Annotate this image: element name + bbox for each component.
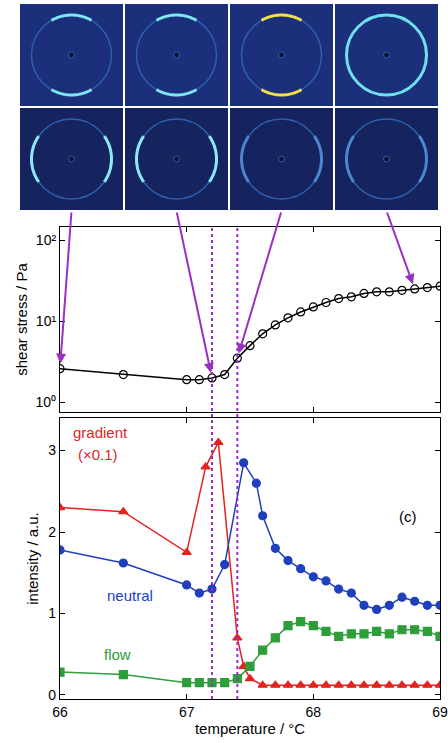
- svg-text:neutral: neutral: [107, 587, 153, 604]
- svg-text:2: 2: [48, 524, 56, 540]
- svg-text:68: 68: [306, 704, 322, 720]
- svg-text:temperature / °C: temperature / °C: [195, 720, 305, 737]
- svg-text:67: 67: [179, 704, 195, 720]
- svg-text:flow: flow: [104, 646, 131, 663]
- svg-text:10¹: 10¹: [36, 313, 57, 329]
- svg-text:1: 1: [48, 605, 56, 621]
- svg-text:(c): (c): [399, 508, 417, 525]
- svg-text:3: 3: [48, 442, 56, 458]
- svg-text:0: 0: [48, 687, 56, 703]
- svg-text:(×0.1): (×0.1): [78, 446, 118, 463]
- svg-text:10²: 10²: [36, 232, 57, 248]
- svg-text:10⁰: 10⁰: [36, 394, 57, 410]
- svg-text:shear stress / Pa: shear stress / Pa: [13, 263, 30, 376]
- svg-text:69: 69: [432, 704, 448, 720]
- svg-text:intensity / a.u.: intensity / a.u.: [24, 512, 41, 605]
- svg-text:66: 66: [52, 704, 68, 720]
- svg-text:gradient: gradient: [73, 424, 128, 441]
